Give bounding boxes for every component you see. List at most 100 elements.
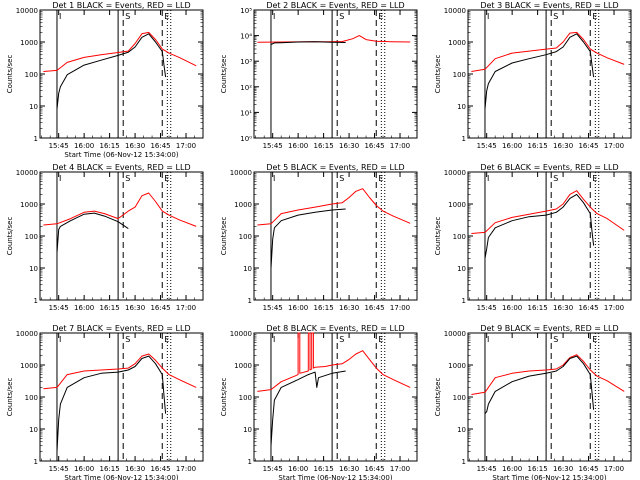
- y-tick-label: 10000: [16, 330, 38, 338]
- chart-title: Det 9 BLACK = Events, RED = LLD: [480, 324, 618, 333]
- y-tick-label: 1: [248, 458, 252, 466]
- y-tick-label: 1: [462, 297, 466, 305]
- y-tick-label: 1000: [20, 362, 38, 370]
- y-tick-label: 10⁴: [240, 33, 252, 41]
- x-tick-label: 16:00: [288, 142, 308, 150]
- x-tick-label: 16:45: [150, 465, 170, 473]
- y-tick-label: 100: [239, 233, 252, 241]
- x-tick-label: 16:45: [364, 465, 384, 473]
- marker-label-S: S: [339, 335, 344, 344]
- plot-frame: [253, 9, 418, 139]
- y-axis-label: Counts/sec: [434, 378, 442, 417]
- x-tick-label: 15:45: [49, 304, 69, 312]
- chart-panel-det-5: Det 5 BLACK = Events, RED = LLD 1 10 100 100…: [220, 163, 418, 312]
- chart-title: Det 2 BLACK = Events, RED = LLD: [266, 1, 404, 10]
- chart-title: Det 6 BLACK = Events, RED = LLD: [480, 163, 618, 172]
- x-tick-label: 16:15: [528, 142, 548, 150]
- marker-label-I: I: [59, 12, 61, 21]
- y-tick-label: 10000: [230, 169, 252, 177]
- marker-label-I: I: [273, 12, 275, 21]
- x-tick-label: 15:45: [263, 304, 283, 312]
- y-tick-label: 10: [29, 265, 38, 273]
- y-tick-label: 1: [462, 458, 466, 466]
- x-tick-label: 17:00: [176, 142, 196, 150]
- marker-label-I: I: [273, 174, 275, 183]
- x-tick-label: 16:00: [74, 465, 94, 473]
- y-axis-label: Counts/sec: [434, 55, 442, 94]
- chart-title: Det 8 BLACK = Events, RED = LLD: [266, 324, 404, 333]
- x-tick-label: 15:45: [49, 142, 69, 150]
- lld-series-line: [257, 188, 411, 226]
- chart-panel-det-1: Det 1 BLACK = Events, RED = LLD 1 10 100 100…: [6, 1, 204, 159]
- marker-label-S: S: [339, 174, 344, 183]
- y-tick-label: 10: [29, 103, 38, 111]
- chart-title: Det 5 BLACK = Events, RED = LLD: [266, 163, 404, 172]
- x-tick-label: 16:45: [364, 142, 384, 150]
- y-tick-label: 100: [25, 394, 38, 402]
- y-tick-label: 10000: [16, 7, 38, 15]
- y-tick-label: 10000: [444, 330, 466, 338]
- lld-series-line: [257, 332, 411, 392]
- x-tick-label: 16:30: [339, 142, 359, 150]
- y-tick-label: 10: [457, 426, 466, 434]
- x-tick-label: 15:45: [263, 465, 283, 473]
- plot-frame: [39, 9, 204, 139]
- chart-panel-det-6: Det 6 BLACK = Events, RED = LLD 1 10 100 100…: [434, 163, 632, 312]
- lld-series-line: [471, 190, 625, 234]
- chart-title: Det 1 BLACK = Events, RED = LLD: [52, 1, 190, 10]
- x-axis-label: Start Time (06-Nov-12 15:34:00): [492, 474, 606, 480]
- y-axis-label: Counts/sec: [220, 217, 228, 256]
- marker-label-E: E: [378, 174, 383, 183]
- y-tick-label: 1: [248, 297, 252, 305]
- x-axis-label: Start Time (06-Nov-12 15:34:00): [64, 151, 178, 159]
- marker-label-I: I: [59, 335, 61, 344]
- events-series-line: [484, 193, 595, 259]
- y-axis-label: Counts/sec: [220, 55, 228, 94]
- x-tick-label: 16:15: [100, 304, 120, 312]
- x-tick-label: 17:00: [604, 465, 624, 473]
- plot-frame: [467, 171, 632, 301]
- x-tick-label: 16:45: [578, 142, 598, 150]
- x-tick-label: 15:45: [477, 304, 497, 312]
- x-tick-label: 16:30: [553, 465, 573, 473]
- marker-label-S: S: [125, 12, 130, 21]
- y-tick-label: 10²: [240, 84, 252, 92]
- marker-label-S: S: [553, 174, 558, 183]
- plot-frame: [467, 9, 632, 139]
- x-tick-label: 16:45: [578, 304, 598, 312]
- x-axis-label: Start Time (06-Nov-12 15:34:00): [64, 474, 178, 480]
- plot-frame: [39, 171, 204, 301]
- y-tick-label: 1000: [448, 362, 466, 370]
- x-tick-label: 16:00: [502, 465, 522, 473]
- x-tick-label: 16:15: [100, 465, 120, 473]
- lld-series-line: [471, 354, 625, 395]
- marker-label-E: E: [592, 12, 597, 21]
- x-tick-label: 16:45: [578, 465, 598, 473]
- marker-label-E: E: [164, 335, 169, 344]
- x-tick-label: 16:00: [502, 304, 522, 312]
- marker-label-I: I: [487, 174, 489, 183]
- chart-panel-det-2: Det 2 BLACK = Events, RED = LLD 10⁰ 10¹ 10²…: [220, 1, 418, 150]
- y-tick-label: 1000: [448, 39, 466, 47]
- x-tick-label: 16:15: [100, 142, 120, 150]
- x-tick-label: 16:00: [74, 304, 94, 312]
- y-tick-label: 1000: [20, 39, 38, 47]
- events-series-line: [56, 355, 167, 452]
- x-tick-label: 16:00: [288, 304, 308, 312]
- plot-frame: [39, 332, 204, 462]
- y-tick-label: 1: [34, 135, 38, 143]
- marker-label-E: E: [378, 335, 383, 344]
- x-tick-label: 16:30: [339, 465, 359, 473]
- events-series-line: [484, 355, 595, 415]
- y-axis-label: Counts/sec: [434, 217, 442, 256]
- chart-title: Det 3 BLACK = Events, RED = LLD: [480, 1, 618, 10]
- y-tick-label: 10: [29, 426, 38, 434]
- events-series-line: [270, 41, 346, 45]
- y-axis-label: Counts/sec: [6, 378, 14, 417]
- y-axis-label: Counts/sec: [220, 378, 228, 417]
- lld-series-line: [43, 353, 197, 390]
- chart-title: Det 7 BLACK = Events, RED = LLD: [52, 324, 190, 333]
- y-tick-label: 100: [25, 71, 38, 79]
- y-tick-label: 10000: [16, 169, 38, 177]
